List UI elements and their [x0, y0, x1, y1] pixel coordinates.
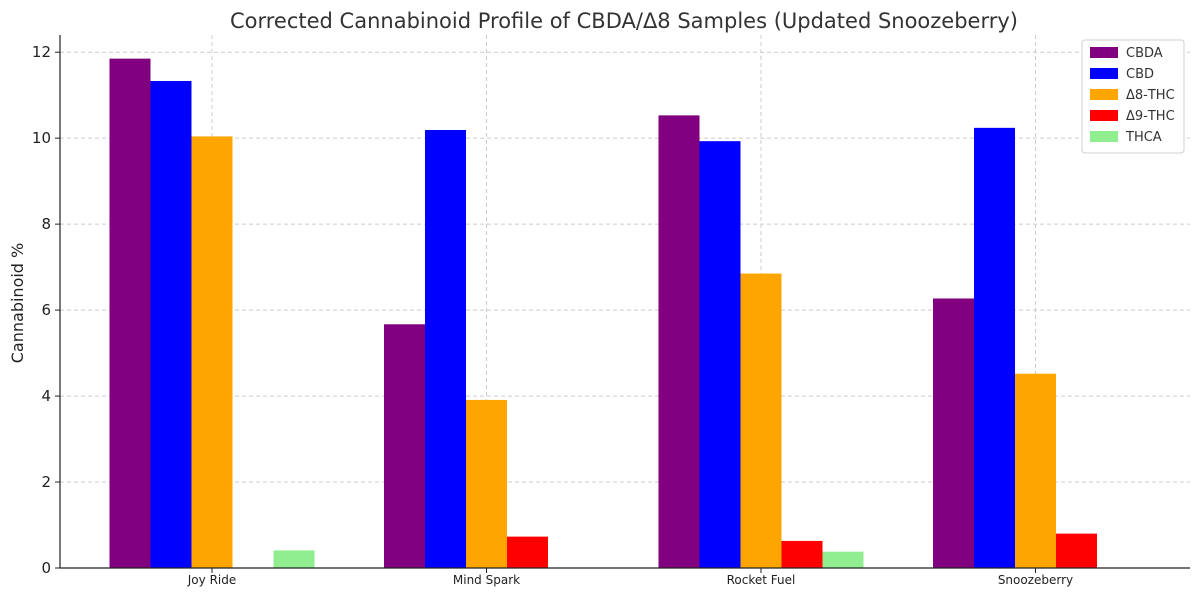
legend-swatch-THCA — [1090, 131, 1118, 142]
bar-Δ8-THC-Joy Ride — [191, 136, 233, 568]
legend-label: CBDA — [1126, 46, 1163, 61]
y-axis-label: Cannabinoid % — [8, 243, 27, 363]
legend-swatch-CBDA — [1090, 47, 1118, 58]
bar-Δ9-THC-Snoozeberry — [1056, 533, 1097, 568]
bar-CBD-Joy Ride — [150, 80, 192, 569]
bar-THCA-Joy Ride — [273, 550, 315, 568]
bar-CBDA-Snoozeberry — [933, 298, 974, 568]
bar-CBDA-Rocket Fuel — [658, 115, 700, 569]
bar-CBDA-Joy Ride — [109, 58, 151, 569]
y-tick-label: 10 — [32, 129, 51, 147]
bar-Δ9-THC-Rocket Fuel — [781, 540, 823, 568]
x-tick-label: Joy Ride — [187, 573, 236, 587]
x-tick-label: Snoozeberry — [998, 573, 1073, 587]
x-tick-label: Mind Spark — [453, 573, 520, 587]
bar-CBD-Snoozeberry — [974, 127, 1015, 569]
legend-swatch-Δ9-THC — [1090, 110, 1118, 121]
legend-label: Δ9-THC — [1126, 109, 1175, 124]
legend-swatch-Δ8-THC — [1090, 89, 1118, 100]
y-tick-label: 2 — [41, 473, 51, 491]
bars — [109, 58, 1097, 569]
y-tick-label: 4 — [41, 387, 51, 405]
legend-label: THCA — [1125, 130, 1162, 145]
bar-Δ8-THC-Snoozeberry — [1015, 373, 1056, 568]
bar-CBDA-Mind Spark — [384, 324, 425, 568]
y-tick-label: 6 — [41, 301, 51, 319]
bar-CBD-Rocket Fuel — [699, 141, 741, 568]
legend-label: CBD — [1126, 67, 1154, 82]
y-tick-label: 8 — [41, 215, 51, 233]
bar-THCA-Rocket Fuel — [822, 551, 864, 568]
tick-labels: 0 2 4 6 8 10 12 Joy Ride Mind Spark Rocket Fuel Sn… — [32, 43, 1073, 587]
bar-Δ9-THC-Mind Spark — [507, 536, 548, 568]
legend-label: Δ8-THC — [1126, 88, 1175, 103]
x-tick-label: Rocket Fuel — [727, 573, 796, 587]
y-tick-label: 12 — [32, 43, 51, 61]
legend: CBDA CBD Δ8-THC Δ9-THC THCA — [1081, 39, 1185, 154]
chart-title: Corrected Cannabinoid Profile of CBDA/Δ8… — [230, 9, 1018, 33]
legend-swatch-CBD — [1090, 68, 1118, 79]
bar-CBD-Mind Spark — [425, 129, 466, 568]
bar-Δ8-THC-Mind Spark — [466, 399, 507, 568]
axes — [55, 35, 1190, 573]
bar-Δ8-THC-Rocket Fuel — [740, 273, 782, 568]
y-tick-label: 0 — [41, 559, 51, 577]
